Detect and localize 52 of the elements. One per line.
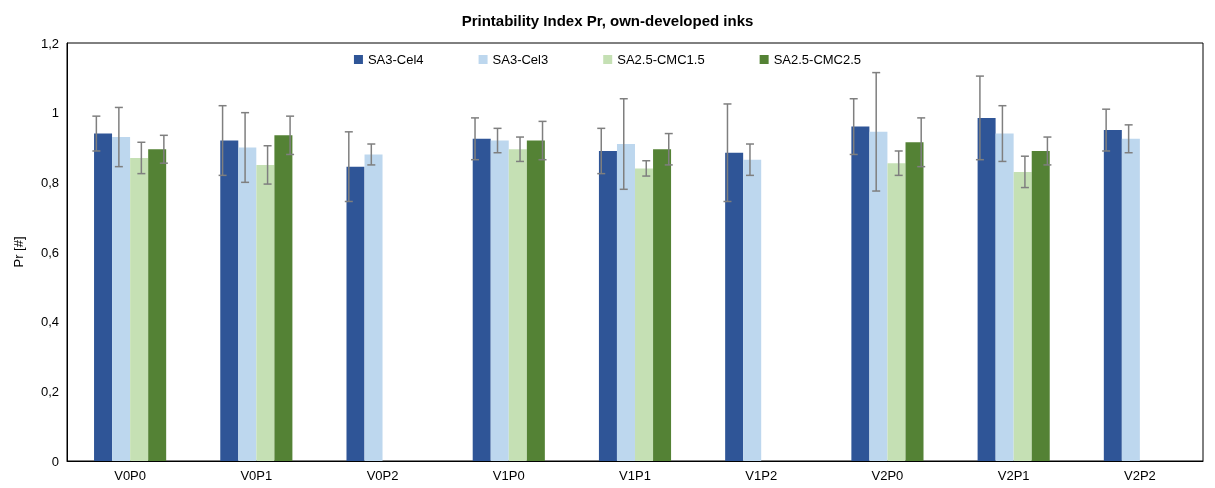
bar [148,149,167,461]
bar [725,152,744,461]
y-tick-label: 1,2 [40,35,59,51]
x-tick-label: V1P2 [745,468,778,483]
x-tick-label: V1P0 [492,468,525,483]
legend-label: SA3-Cel3 [492,52,549,67]
chart-title: Printability Index Pr, own-developed inks [461,12,754,29]
y-tick-label: 0,4 [40,314,59,330]
bar [1103,130,1122,461]
y-tick-label: 0,8 [40,174,59,190]
bar [1013,171,1032,461]
bar [472,138,491,461]
bar [869,131,888,461]
bar [743,159,762,461]
y-tick-label: 0,2 [40,383,59,399]
bar [364,154,383,461]
legend-label: SA2.5-CMC2.5 [773,52,862,67]
bar [346,166,365,461]
x-tick-label: V2P1 [997,468,1030,483]
bar [616,144,635,461]
bar [851,126,870,461]
bar [508,149,527,461]
x-tick-label: V1P1 [619,468,651,483]
x-tick-label: V0P0 [114,468,147,483]
x-tick-label: V2P2 [1123,468,1156,483]
y-axis-title: Pr [#] [11,236,26,268]
bar [1121,138,1140,461]
bar [274,135,293,461]
bar [526,140,545,461]
y-tick-label: 0,6 [40,244,59,260]
bar [490,140,509,461]
bar [112,137,131,461]
bar [905,142,924,461]
x-tick-label: V0P1 [240,468,273,483]
bar [887,163,906,461]
x-tick-label: V2P0 [871,468,904,483]
bar [995,133,1014,461]
x-tick-label: V0P2 [366,468,399,483]
bar [94,133,113,461]
bar [238,147,257,461]
legend-label: SA3-Cel4 [367,52,424,67]
y-tick-label: 1 [51,105,59,121]
bar [977,117,996,461]
bar [598,150,617,461]
legend-label: SA2.5-CMC1.5 [617,52,705,67]
bar [130,157,149,461]
bar [1031,150,1050,461]
y-tick-label: 0 [51,453,59,469]
bar [220,140,239,461]
bar [256,164,275,461]
bar [635,168,654,461]
bar [653,149,672,461]
